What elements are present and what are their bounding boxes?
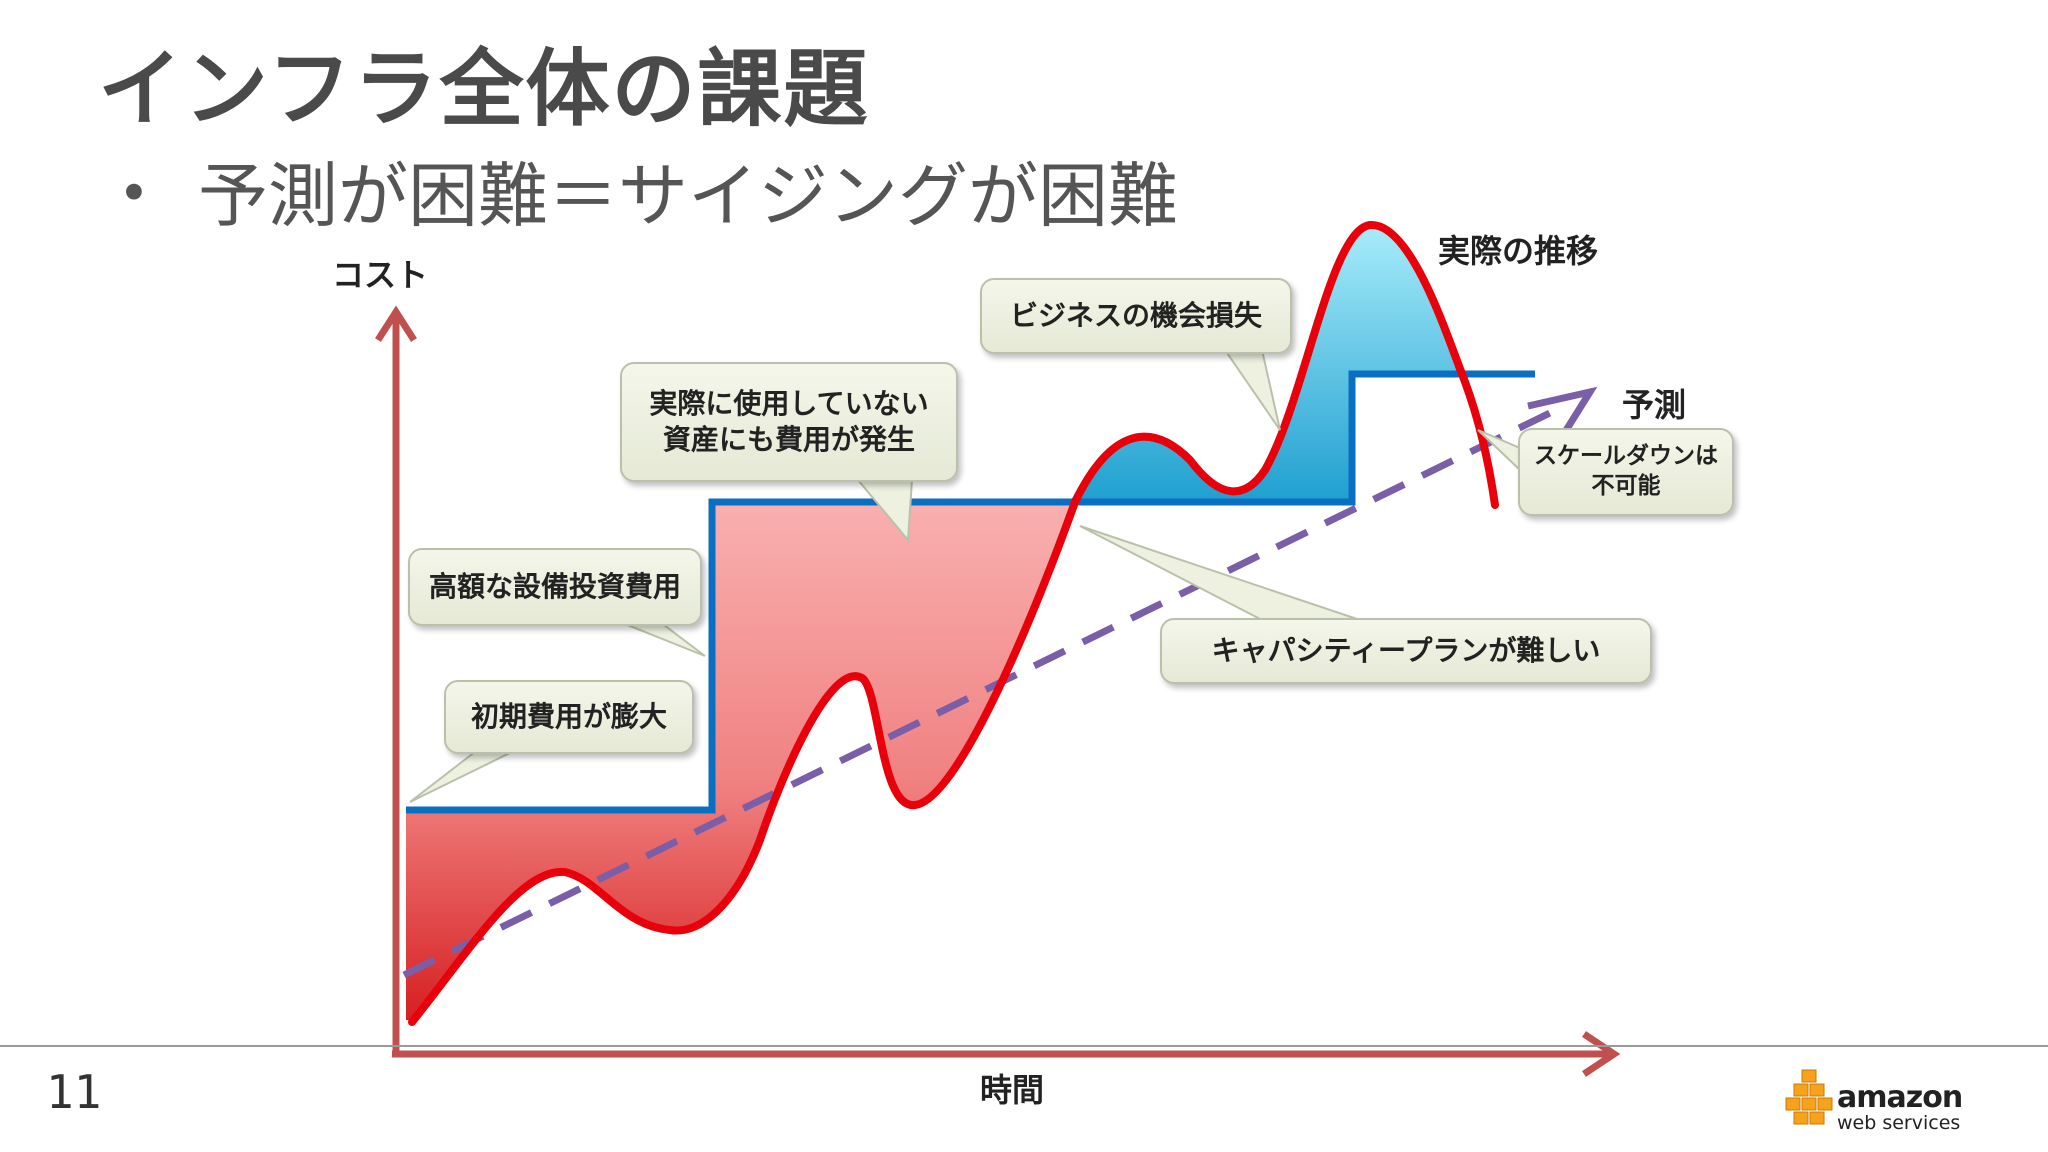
actual-trend-label: 実際の推移 xyxy=(1438,232,1599,270)
callout-scale-down-line2: 不可能 xyxy=(1591,473,1661,499)
callout-scale-down-line1: スケールダウンは xyxy=(1534,443,1718,470)
callout-unused-assets-line2: 資産にも費用が発生 xyxy=(662,423,915,456)
callout-unused-assets-line1: 実際に使用していない xyxy=(649,386,929,420)
capacity-step-line xyxy=(406,370,1535,814)
callout-scale-down: スケールダウンは 不可能 xyxy=(1518,428,1734,516)
bullet-dot: • xyxy=(118,162,150,225)
forecast-label: 予測 xyxy=(1622,386,1687,424)
callout-capex: 高額な設備投資費用 xyxy=(408,548,702,626)
over-capacity-area xyxy=(406,502,1075,1020)
actual-trend-line xyxy=(408,221,1499,1026)
callout-tails xyxy=(409,349,1521,803)
x-axis-label: 時間 xyxy=(980,1071,1045,1109)
bullet-point: • 予測が困難＝サイジングが困難 xyxy=(118,140,1178,241)
forecast-arrow-head xyxy=(1527,386,1598,442)
footer-rule xyxy=(0,1045,2048,1047)
callout-opportunity-loss-text: ビジネスの機会損失 xyxy=(1009,298,1262,332)
callout-capex-text: 高額な設備投資費用 xyxy=(428,569,681,603)
page-number: 11 xyxy=(46,1065,102,1119)
aws-cubes-icon xyxy=(1785,1069,1833,1125)
y-axis-arrow-head xyxy=(375,305,417,342)
slide-title: インフラ全体の課題 xyxy=(98,40,870,138)
callout-initial-cost: 初期費用が膨大 xyxy=(444,680,694,754)
aws-logo-sub: web services xyxy=(1837,1112,1961,1134)
y-axis-label: コスト xyxy=(332,256,429,294)
aws-logo: amazon web services xyxy=(1785,1068,1963,1134)
callout-initial-cost-text: 初期費用が膨大 xyxy=(470,699,667,733)
callout-opportunity-loss: ビジネスの機会損失 xyxy=(980,278,1292,354)
callout-capacity-planning-text: キャパシティープランが難しい xyxy=(1211,633,1601,667)
bullet-text: 予測が困難＝サイジングが困難 xyxy=(198,155,1178,237)
aws-logo-brand: amazon xyxy=(1837,1080,1963,1115)
callout-capacity-planning: キャパシティープランが難しい xyxy=(1160,618,1652,684)
x-axis-arrow-head xyxy=(1582,1031,1621,1077)
callout-unused-assets: 実際に使用していない 資産にも費用が発生 xyxy=(620,362,958,482)
under-capacity-area xyxy=(1070,224,1462,502)
